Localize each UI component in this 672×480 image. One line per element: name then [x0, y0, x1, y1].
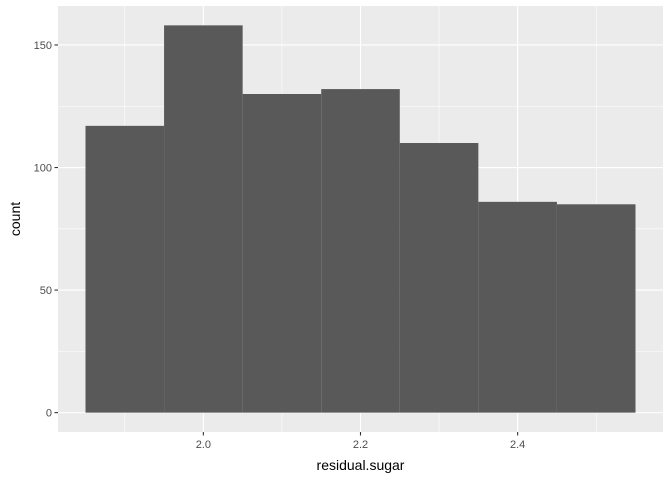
histogram-bar [399, 143, 479, 413]
histogram-bar [556, 204, 636, 413]
x-tick-label: 2.4 [510, 439, 525, 451]
histogram-bar [321, 89, 400, 413]
y-axis-title: count [7, 202, 23, 236]
y-tick-label: 100 [34, 163, 52, 175]
x-tick-label: 2.2 [353, 439, 368, 451]
y-tick-label: 0 [46, 408, 52, 420]
histogram-bar [164, 25, 243, 413]
x-axis: 2.0 2.2 2.4 [196, 432, 525, 451]
histogram-bar [85, 125, 165, 413]
y-axis: 0 50 100 150 [34, 40, 58, 420]
x-axis-title: residual.sugar [317, 457, 405, 473]
histogram-bar [478, 201, 557, 413]
y-tick-label: 50 [40, 285, 52, 297]
x-tick-label: 2.0 [196, 439, 211, 451]
histogram-bar [242, 93, 322, 413]
histogram-bars [85, 25, 636, 413]
y-tick-label: 150 [34, 40, 52, 52]
